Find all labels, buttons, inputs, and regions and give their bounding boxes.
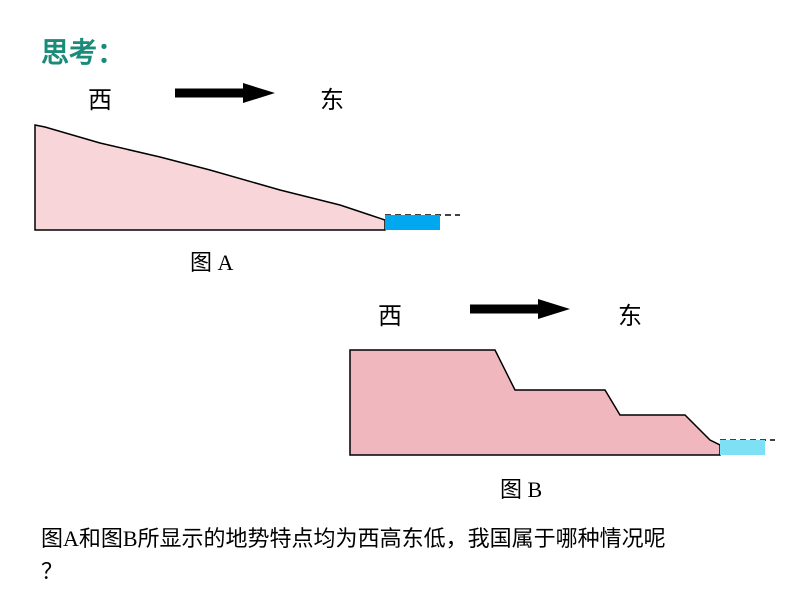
diagram-b-terrain — [340, 335, 780, 465]
question-line1: 图A和图B所显示的地势特点均为西高东低，我国属于哪种情况呢 — [41, 526, 666, 551]
diagram-b-arrow — [470, 299, 570, 319]
diagram-b-water — [720, 440, 765, 455]
diagram-b-land — [350, 350, 720, 455]
diagram-b-west-label: 西 — [378, 296, 402, 331]
question-line2: ？ — [41, 559, 63, 584]
diagram-b-label: 图 B — [500, 472, 542, 504]
page-title: 思考： — [41, 31, 125, 71]
diagram-a-west-label: 西 — [88, 80, 112, 115]
diagram-b-east-label: 东 — [618, 296, 642, 331]
diagram-a-terrain — [30, 115, 480, 245]
question-text: 图A和图B所显示的地势特点均为西高东低，我国属于哪种情况呢 ？ — [41, 522, 761, 588]
diagram-a-water — [385, 215, 440, 230]
diagram-a-east-label: 东 — [320, 80, 344, 115]
diagram-a-arrow — [175, 83, 275, 103]
diagram-a-label: 图 A — [190, 245, 233, 277]
diagram-a-land — [35, 125, 385, 230]
